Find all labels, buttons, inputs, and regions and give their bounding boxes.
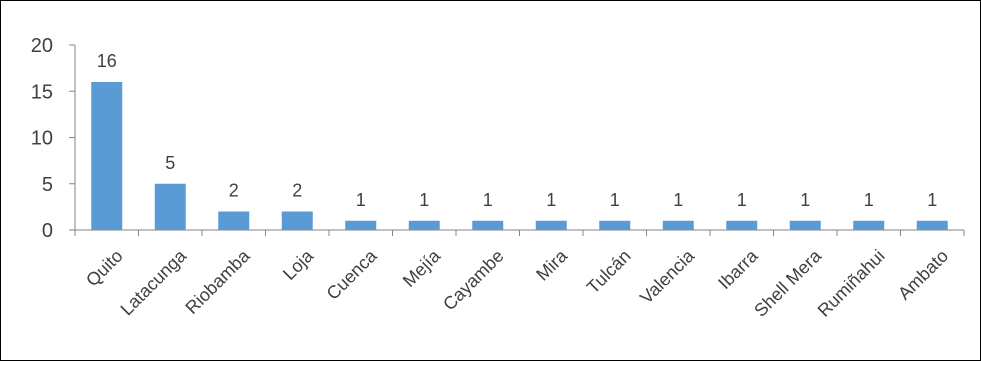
y-tick-label: 15 (31, 81, 53, 103)
y-axis: 0 5 10 15 20 (31, 35, 76, 242)
x-tick-label: Mira (532, 245, 572, 285)
data-label: 1 (737, 190, 747, 210)
data-label: 5 (165, 153, 175, 173)
bar-cuenca (345, 220, 377, 230)
bar-ambato (916, 220, 948, 230)
data-label: 16 (97, 51, 117, 71)
x-tick-label: Latacunga (117, 245, 191, 319)
bar-mej-a (408, 220, 440, 230)
data-label: 2 (292, 181, 302, 201)
bar-mira (535, 220, 567, 230)
x-tick-label: Valencia (636, 245, 699, 308)
y-tick-label: 20 (31, 35, 53, 57)
data-label: 1 (356, 190, 366, 210)
x-tick-label: Riobamba (181, 245, 254, 318)
x-tick-label: Loja (279, 245, 318, 284)
x-tick-label: Tulcán (583, 246, 635, 298)
data-labels: 16 5 2 2 1 1 1 1 1 1 1 1 1 1 (97, 51, 938, 210)
y-tick-label: 0 (42, 220, 53, 242)
x-tick-label: Ibarra (714, 245, 762, 293)
data-label: 1 (483, 190, 493, 210)
data-label: 1 (927, 190, 937, 210)
bars (91, 82, 948, 230)
y-tick-label: 5 (42, 174, 53, 196)
data-label: 1 (610, 190, 620, 210)
bar-latacunga (154, 183, 186, 230)
data-label: 1 (673, 190, 683, 210)
data-label: 1 (419, 190, 429, 210)
bar-ibarra (726, 220, 758, 230)
x-tick-label: Cuenca (323, 245, 382, 304)
x-tick-label: Quito (82, 246, 127, 291)
x-tick-label: Rumiñahui (814, 246, 889, 321)
data-label: 2 (229, 181, 239, 201)
bar-valencia (662, 220, 694, 230)
x-tick-label: Cayambe (439, 246, 508, 315)
x-tick-label: Mejía (399, 245, 445, 291)
y-tick-label: 10 (31, 128, 53, 150)
bar-loja (281, 211, 313, 230)
bar-cayambe (472, 220, 504, 230)
x-tick-label: Shell Mera (750, 245, 826, 321)
data-label: 1 (864, 190, 874, 210)
bar-riobamba (218, 211, 250, 230)
x-axis (74, 229, 965, 236)
data-label: 1 (546, 190, 556, 210)
bar-rumi-ahui (853, 220, 885, 230)
bar-quito (91, 82, 123, 230)
x-tick-label: Ambato (894, 246, 952, 304)
bar-shell-mera (789, 220, 821, 230)
data-label: 1 (800, 190, 810, 210)
bar-tulc-n (599, 220, 631, 230)
